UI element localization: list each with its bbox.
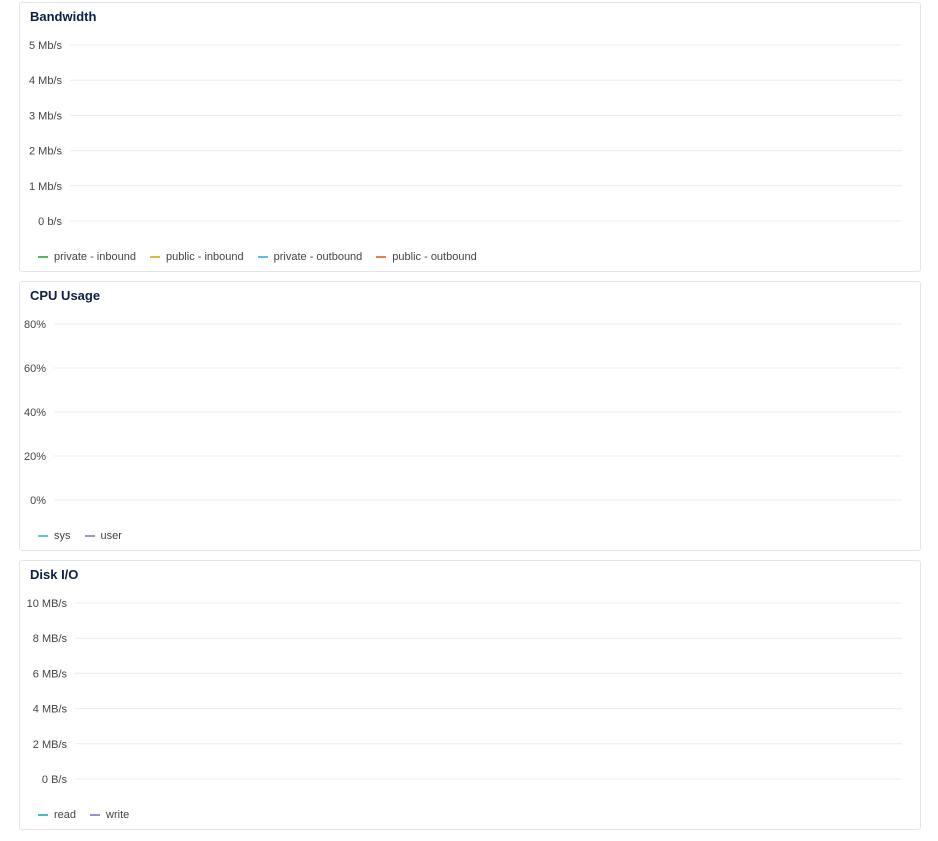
legend-label: private - inbound xyxy=(54,251,136,263)
legend-swatch xyxy=(257,256,268,258)
y-tick-label: 3 Mb/s xyxy=(29,110,63,122)
legend-label: private - outbound xyxy=(273,251,363,263)
y-tick-label: 60% xyxy=(24,363,46,375)
legend-item[interactable]: read xyxy=(38,809,76,821)
legend-swatch xyxy=(149,256,160,258)
legend-label: sys xyxy=(54,530,71,542)
legend-label: public - inbound xyxy=(165,251,244,263)
y-tick-label: 40% xyxy=(24,407,46,419)
legend-swatch xyxy=(84,535,95,537)
legend-swatch xyxy=(376,256,387,258)
legend-label: user xyxy=(100,530,122,542)
legend-item[interactable]: private - outbound xyxy=(257,251,363,263)
y-tick-label: 80% xyxy=(24,319,46,331)
legend-swatch xyxy=(38,535,48,537)
cpu-usage-panel: CPU Usage 0%20%40%60%80%10:0012:0014:001… xyxy=(19,281,921,551)
legend-item[interactable]: sys xyxy=(38,530,71,542)
legend-item[interactable]: public - outbound xyxy=(376,251,477,263)
y-tick-label: 4 Mb/s xyxy=(29,75,63,87)
legend-label: public - outbound xyxy=(392,251,477,263)
y-tick-label: 8 MB/s xyxy=(33,633,68,645)
legend: private - inbound public - inbound private… xyxy=(38,251,477,263)
legend-swatch xyxy=(38,256,48,258)
legend-swatch xyxy=(38,814,48,816)
y-tick-label: 5 Mb/s xyxy=(29,40,63,52)
cpu-usage-chart: 0%20%40%60%80%10:0012:0014:0016:0018:002… xyxy=(24,319,902,507)
panel-title: Disk I/O xyxy=(30,567,79,582)
panel-title: CPU Usage xyxy=(30,288,101,303)
y-tick-label: 4 MB/s xyxy=(33,704,68,716)
y-tick-label: 0 B/s xyxy=(42,774,68,786)
legend-item[interactable]: user xyxy=(84,530,122,542)
legend-label: read xyxy=(54,809,77,821)
disk-io-chart: 0 B/s2 MB/s4 MB/s6 MB/s8 MB/s10 MB/s10:0… xyxy=(27,598,902,786)
y-tick-label: 2 MB/s xyxy=(33,739,68,751)
legend: read write xyxy=(38,809,129,821)
y-tick-label: 6 MB/s xyxy=(33,668,68,680)
y-tick-label: 0 b/s xyxy=(38,216,62,228)
y-tick-label: 10 MB/s xyxy=(27,598,68,610)
panel-title: Bandwidth xyxy=(30,9,97,24)
y-tick-label: 2 Mb/s xyxy=(29,146,63,158)
legend-item[interactable]: private - inbound xyxy=(38,251,136,263)
legend-label: write xyxy=(106,809,130,821)
bandwidth-chart: 0 b/s1 Mb/s2 Mb/s3 Mb/s4 Mb/s5 Mb/s10:00… xyxy=(29,40,902,228)
disk-io-panel: Disk I/O 0 B/s 2 MB/s 4 MB/s 6 MB/s 8 MB/s 10… xyxy=(19,560,921,830)
legend-swatch xyxy=(90,814,101,816)
y-tick-label: 20% xyxy=(24,451,46,463)
legend-item[interactable]: public - inbound xyxy=(149,251,244,263)
y-tick-label: 0% xyxy=(30,495,46,507)
legend-item[interactable]: write xyxy=(90,809,129,821)
y-tick-label: 1 Mb/s xyxy=(29,181,63,193)
bandwidth-panel: Bandwidth 0 b/s 1 Mb/s 2 Mb/s 3 Mb/s 4 Mb/s 5… xyxy=(19,2,921,272)
legend: sys user xyxy=(38,530,122,542)
